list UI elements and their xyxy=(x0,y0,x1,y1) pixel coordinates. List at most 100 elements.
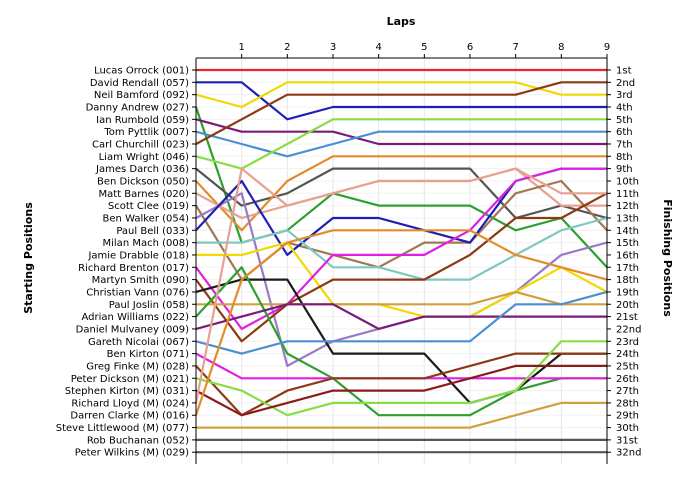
driver-line-5 xyxy=(195,118,607,146)
finishing-position-label: 27th xyxy=(616,386,639,397)
starting-position-label: Paul Joslin (058) xyxy=(109,300,189,311)
finishing-position-label: 21st xyxy=(616,312,638,323)
driver-line-19 xyxy=(195,278,607,404)
finishing-position-label: 12th xyxy=(616,201,639,212)
starting-position-label: Neil Bamford (092) xyxy=(94,90,189,101)
driver-line-7 xyxy=(195,81,607,145)
starting-position-label: Ben Dickson (050) xyxy=(97,176,189,187)
driver-line-9 xyxy=(195,167,608,220)
starting-position-label: Jamie Drabble (018) xyxy=(87,250,189,261)
lap-tick-label: 8 xyxy=(558,42,564,53)
finishing-position-label: 20th xyxy=(616,300,639,311)
starting-position-label: Peter Dickson (M) (021) xyxy=(71,374,189,385)
starting-position-label: Steve Littlewood (M) (077) xyxy=(56,423,189,434)
starting-position-label: Darren Clarke (M) (016) xyxy=(70,411,189,422)
starting-position-label: Stephen Kirton (M) (031) xyxy=(65,386,189,397)
finishing-position-label: 4th xyxy=(616,102,633,113)
starting-position-label: Danny Andrew (027) xyxy=(86,102,190,113)
finishing-position-label: 32nd xyxy=(616,448,641,459)
driver-line-30 xyxy=(196,401,607,429)
finishing-position-label: 10th xyxy=(616,176,639,187)
finishing-position-label: 3rd xyxy=(616,90,633,101)
finishing-position-label: 13th xyxy=(616,213,639,224)
finishing-position-label: 16th xyxy=(616,250,639,261)
starting-position-label: Carl Churchill (023) xyxy=(92,139,189,150)
starting-position-label: Liam Wright (046) xyxy=(99,152,189,163)
starting-position-label: Greg Finke (M) (028) xyxy=(86,361,189,372)
finishing-position-label: 6th xyxy=(616,127,633,138)
driver-line-2 xyxy=(196,81,607,121)
finishing-position-label: 26th xyxy=(616,374,639,385)
driver-line-29 xyxy=(194,229,608,416)
lap-tick-label: 1 xyxy=(238,42,244,53)
starting-position-label: Richard Brenton (017) xyxy=(78,263,189,274)
lap-tick-label: 7 xyxy=(512,42,518,53)
finishing-position-label: 24th xyxy=(616,349,639,360)
finishing-position-label: 17th xyxy=(616,263,639,274)
starting-position-label: Ben Kirton (071) xyxy=(107,349,190,360)
lap-tick-label: 3 xyxy=(330,42,336,53)
finishing-position-label: 5th xyxy=(616,115,633,126)
finishing-position-label: 30th xyxy=(616,423,639,434)
driver-line-15 xyxy=(196,216,608,281)
finishing-position-label: 8th xyxy=(616,152,633,163)
starting-position-label: David Rendall (057) xyxy=(90,78,189,89)
starting-position-label: Gareth Nicolai (067) xyxy=(88,337,189,348)
starting-position-label: Richard Lloyd (M) (024) xyxy=(71,398,189,409)
x-axis-title: Laps xyxy=(387,15,416,28)
starting-position-label: Ben Walker (054) xyxy=(103,213,190,224)
axis-lines xyxy=(192,57,611,464)
starting-position-label: Martyn Smith (090) xyxy=(92,275,190,286)
driver-line-18 xyxy=(195,192,608,343)
finishing-position-label: 2nd xyxy=(616,78,635,89)
starting-position-label: Rob Buchanan (052) xyxy=(87,435,189,446)
lap-tick-label: 9 xyxy=(604,42,610,53)
starting-position-label: Tom Pyttlik (007) xyxy=(103,127,189,138)
starting-position-label: Peter Wilkins (M) (029) xyxy=(75,448,189,459)
finishing-position-label: 23rd xyxy=(616,337,639,348)
finishing-position-label: 19th xyxy=(616,287,639,298)
finishing-position-label: 18th xyxy=(616,275,639,286)
starting-position-label: Paul Bell (033) xyxy=(116,226,189,237)
left-axis-title: Starting Positions xyxy=(22,202,35,314)
finishing-position-label: 28th xyxy=(616,398,639,409)
right-axis-title: Finishing Positions xyxy=(661,199,674,317)
starting-position-label: Ian Rumbold (059) xyxy=(96,115,189,126)
starting-position-label: Milan Mach (008) xyxy=(103,238,190,249)
series-lines xyxy=(194,68,608,454)
driver-line-16 xyxy=(196,241,608,318)
starting-position-label: Matt Barnes (020) xyxy=(99,189,190,200)
lap-tick-label: 4 xyxy=(375,42,381,53)
starting-position-labels: Lucas Orrock (001)David Rendall (057)Nei… xyxy=(56,66,189,459)
driver-line-10 xyxy=(195,155,607,232)
driver-line-17 xyxy=(195,167,607,330)
lap-tick-label: 2 xyxy=(284,42,290,53)
starting-position-label: Lucas Orrock (001) xyxy=(94,66,189,77)
driver-line-27 xyxy=(195,364,607,417)
finishing-position-label: 25th xyxy=(616,361,639,372)
finishing-position-label: 7th xyxy=(616,139,633,150)
finishing-position-label: 15th xyxy=(616,238,639,249)
driver-line-22 xyxy=(195,303,607,330)
starting-position-label: Adrian Williams (022) xyxy=(82,312,190,323)
finishing-position-label: 29th xyxy=(616,411,639,422)
driver-line-6 xyxy=(195,130,607,158)
finishing-position-labels: 1st2nd3rd4th5th6th7th8th9th10th11th12th1… xyxy=(616,66,641,459)
lap-tick-label: 5 xyxy=(421,42,427,53)
starting-position-label: James Darch (036) xyxy=(95,164,189,175)
starting-position-label: Daniel Mulvaney (009) xyxy=(76,324,189,335)
finishing-position-label: 22nd xyxy=(616,324,641,335)
driver-line-20 xyxy=(196,290,607,306)
starting-position-label: Christian Vann (076) xyxy=(86,287,189,298)
lap-tick-label: 6 xyxy=(467,42,473,53)
driver-line-28 xyxy=(194,167,607,404)
driver-line-8 xyxy=(195,118,607,170)
starting-position-label: Scott Clee (019) xyxy=(108,201,189,212)
finishing-position-label: 31st xyxy=(616,435,638,446)
finishing-position-label: 14th xyxy=(616,226,639,237)
finishing-position-label: 11th xyxy=(616,189,639,200)
driver-line-23 xyxy=(195,290,608,355)
finishing-position-label: 1st xyxy=(616,66,632,77)
